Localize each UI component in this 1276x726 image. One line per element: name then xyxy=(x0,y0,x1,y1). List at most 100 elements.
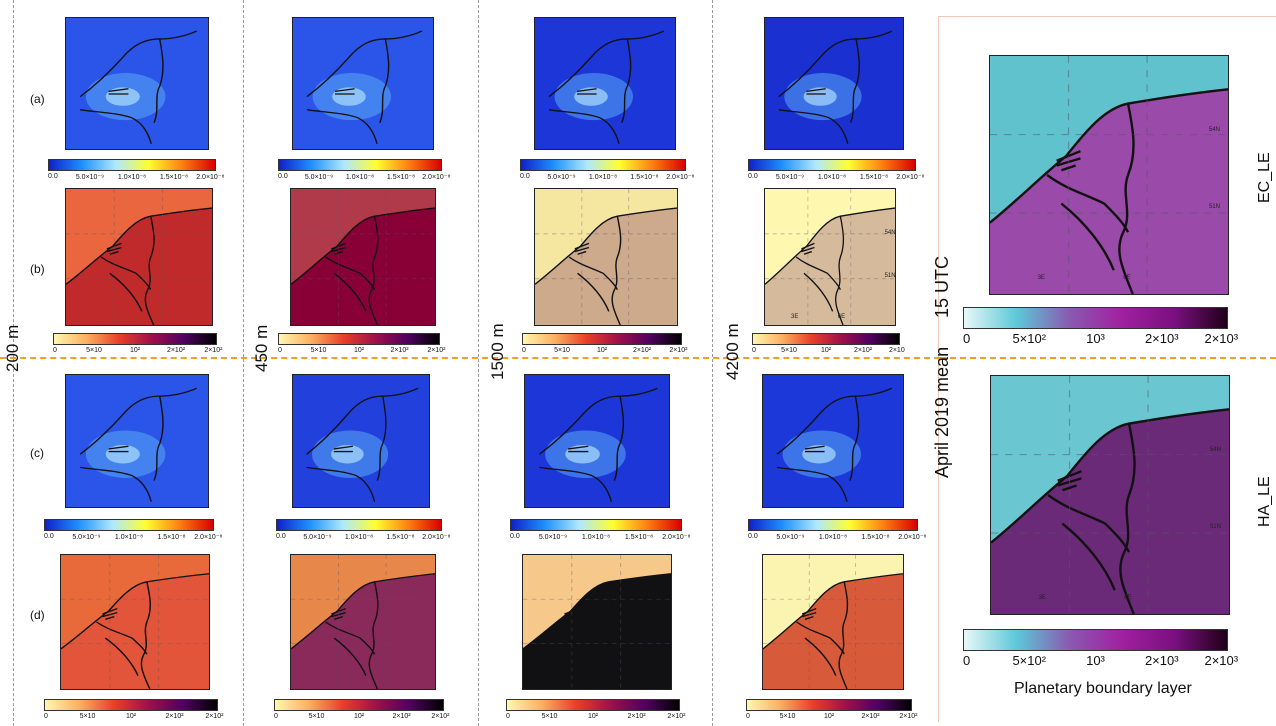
column-divider xyxy=(712,0,713,726)
colorbar-pbl-top xyxy=(963,307,1228,329)
colorbar-c-col4 xyxy=(748,519,918,531)
tick-label: 5×10 xyxy=(79,713,96,720)
tick-label: 5.0×10⁻⁹ xyxy=(547,174,576,181)
height-label-200m: 200 m xyxy=(3,324,22,372)
pbl-map-ha-le: 54N 51N 3E 6E xyxy=(990,375,1230,615)
tick-label: 5×10 xyxy=(308,713,325,720)
tick-label: 5.0×10⁻⁹ xyxy=(72,534,101,541)
tick-label: 0 xyxy=(278,347,282,354)
colorbar-a-col2 xyxy=(278,159,442,171)
map-c-col1 xyxy=(65,374,209,508)
lat-label-54n: 54N xyxy=(884,229,896,236)
tick-label: 10² xyxy=(820,347,832,354)
colorbar-a-col3 xyxy=(520,159,686,171)
lon-label-3e: 3E xyxy=(791,314,799,321)
tick-label: 2×10² xyxy=(392,713,411,720)
tick-label: 2.0×10⁻⁸ xyxy=(898,534,927,541)
map-b-col2 xyxy=(290,188,436,326)
tick-label: 2.0×10⁻⁸ xyxy=(662,534,691,541)
tick-label: 10² xyxy=(129,347,141,354)
tick-label: 2×10² xyxy=(853,347,873,354)
colorbar-a-col3-ticks: 0.0 5.0×10⁻⁹ 1.0×10⁻⁸ 1.5×10⁻⁸ 2.0×10⁻⁸ xyxy=(520,173,694,183)
colorbar-d-col4-ticks: 0 5×10 10² 2×10² 2×10² xyxy=(746,713,917,723)
colorbar-b-col1-ticks: 0 5×10 10² 2×10² 2×10² xyxy=(53,347,222,357)
tick-label: 2.0×10⁻⁸ xyxy=(422,174,451,181)
row-divider xyxy=(0,357,940,359)
tick-label: 5×10 xyxy=(541,713,558,720)
tick-label: 10² xyxy=(587,713,599,720)
tick-label: 2×10² xyxy=(861,713,880,720)
column-divider xyxy=(478,0,479,726)
tick-label: 1.0×10⁻⁸ xyxy=(588,174,618,181)
tick-label: 1.0×10⁻⁸ xyxy=(817,174,847,181)
lon-label-3e: 3E xyxy=(1038,594,1046,601)
tick-label: 0 xyxy=(963,653,971,668)
lat-label-54n: 54N xyxy=(1208,127,1220,134)
tick-label: 2×10² xyxy=(431,713,450,720)
height-label-4200m: 4200 m xyxy=(723,323,742,380)
colorbar-c-col1 xyxy=(44,519,214,531)
colorbar-d-col1 xyxy=(44,699,218,711)
colorbar-b-col2 xyxy=(278,333,440,345)
right-panel-border xyxy=(938,16,939,722)
map-canvas xyxy=(763,375,903,507)
colorbar-d-col3 xyxy=(506,699,680,711)
tick-label: 0 xyxy=(522,347,526,354)
colorbar-b-col2-ticks: 0 5×10 10² 2×10² 2×10² xyxy=(278,347,445,357)
row-divider-right xyxy=(940,357,1276,359)
map-c-col3 xyxy=(524,374,670,508)
colorbar-a-col4-ticks: 0.0 5.0×10⁻⁹ 1.0×10⁻⁸ 1.5×10⁻⁸ 2.0×10⁻⁸ xyxy=(748,173,924,183)
colorbar-a-col4 xyxy=(748,159,916,171)
map-canvas xyxy=(990,56,1228,294)
tick-label: 10² xyxy=(353,713,365,720)
lat-label-54n: 54N xyxy=(1209,447,1221,454)
pbl-map-ec-le: 54N 51N 3E 6E xyxy=(989,55,1229,295)
map-canvas xyxy=(66,18,208,149)
tick-label: 0 xyxy=(53,347,57,354)
tick-label: 1.5×10⁻⁸ xyxy=(859,174,889,181)
tick-label: 1.0×10⁻⁸ xyxy=(344,534,374,541)
tick-label: 5×10 xyxy=(554,347,570,354)
tick-label: 2×10² xyxy=(166,347,186,354)
tick-label: 1.0×10⁻⁸ xyxy=(117,174,147,181)
colorbar-b-col3 xyxy=(522,333,682,345)
colorbar-pbl-bottom-ticks: 0 5×10² 10³ 2×10³ 2×10³ xyxy=(963,653,1238,669)
colorbar-b-col4-ticks: 0 5×10 10² 2×10² 2×10 xyxy=(752,347,905,357)
map-canvas xyxy=(525,375,669,507)
colorbar-d-col2-ticks: 0 5×10 10² 2×10² 2×10² xyxy=(274,713,449,723)
tick-label: 2×10³ xyxy=(1204,331,1239,346)
map-d-col2 xyxy=(290,554,436,690)
tick-label: 2×10³ xyxy=(1144,331,1179,346)
tick-label: 10³ xyxy=(1086,331,1105,346)
colorbar-d-col4 xyxy=(746,699,912,711)
tick-label: 5.0×10⁻⁹ xyxy=(776,534,805,541)
tick-label: 1.0×10⁻⁸ xyxy=(818,534,848,541)
map-a-col1 xyxy=(65,17,209,150)
lon-label-6e: 6E xyxy=(837,314,846,321)
time-label: 15 UTC xyxy=(932,255,952,318)
map-c-col2 xyxy=(292,374,430,508)
tick-label: 0 xyxy=(506,713,510,720)
map-canvas xyxy=(66,375,208,507)
tick-label: 10² xyxy=(596,347,608,354)
tick-label: 2×10² xyxy=(667,713,686,720)
period-label: April 2019 mean xyxy=(932,346,952,478)
tick-label: 5.0×10⁻⁹ xyxy=(538,534,568,541)
map-canvas xyxy=(535,18,675,149)
tick-label: 5×10² xyxy=(1012,653,1047,668)
tick-label: 10³ xyxy=(1086,653,1105,668)
colorbar-b-col3-ticks: 0 5×10 10² 2×10² 2×10² xyxy=(522,347,687,357)
height-label-450m: 450 m xyxy=(252,324,271,372)
map-a-col4 xyxy=(764,17,904,150)
tick-label: 1.5×10⁻⁸ xyxy=(624,534,654,541)
colorbar-c-col3-ticks: 0.0 5.0×10⁻⁹ 1.0×10⁻⁸ 1.5×10⁻⁸ 2.0×10⁻⁸ xyxy=(510,533,690,543)
map-d-col4 xyxy=(762,554,904,690)
map-canvas xyxy=(293,375,429,507)
tick-label: 5.0×10⁻⁹ xyxy=(775,174,805,181)
tick-label: 10² xyxy=(353,347,365,354)
tick-label: 2×10² xyxy=(899,713,918,720)
colorbar-pbl-bottom xyxy=(963,629,1228,651)
tick-label: 0.0 xyxy=(510,533,520,540)
map-canvas xyxy=(765,18,903,149)
map-canvas xyxy=(765,189,895,325)
